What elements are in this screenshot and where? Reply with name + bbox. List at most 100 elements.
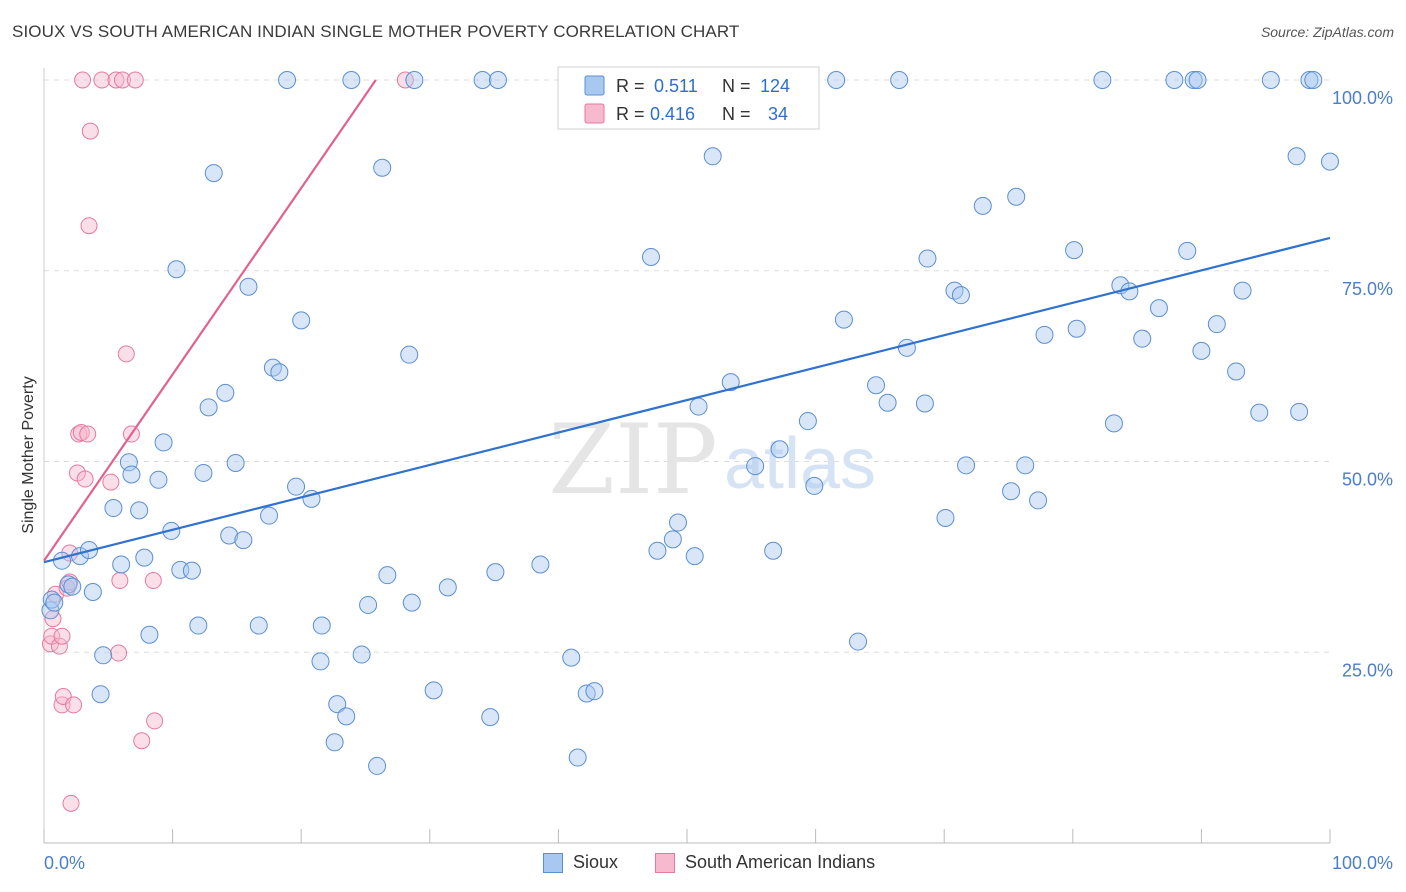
sioux-point-71 — [668, 513, 687, 532]
legend-swatch-sa — [584, 103, 605, 124]
sioux-point-120 — [1290, 402, 1309, 421]
sioux-point-36 — [270, 363, 289, 382]
sioux-point-9 — [94, 646, 113, 665]
sioux-point-16 — [135, 548, 154, 567]
sioux-point-82 — [827, 71, 846, 89]
sa-point-17 — [76, 470, 94, 488]
sioux-points — [41, 71, 1339, 775]
south-american-indians-points — [41, 71, 414, 812]
sioux-point-121 — [1300, 71, 1319, 89]
y-tick-label-3: 100.0% — [1332, 88, 1393, 108]
sioux-point-89 — [915, 394, 934, 413]
sioux-point-41 — [311, 652, 330, 671]
sioux-point-84 — [849, 632, 868, 651]
sioux-point-42 — [312, 616, 331, 635]
sa-point-21 — [93, 71, 111, 89]
sioux-point-87 — [890, 71, 909, 89]
legend-label-sa: South American Indians — [685, 852, 876, 872]
sa-point-18 — [79, 425, 97, 443]
sa-point-29 — [126, 71, 144, 89]
sioux-point-110 — [1178, 241, 1197, 260]
sioux-point-79 — [770, 440, 789, 459]
sa-point-4 — [50, 637, 68, 655]
sa-point-5 — [53, 627, 71, 645]
sa-point-15 — [72, 424, 90, 442]
source-label: Source: ZipAtlas.com — [1260, 24, 1394, 40]
sioux-point-23 — [182, 561, 201, 580]
sioux-point-98 — [1016, 456, 1035, 475]
sioux-point-48 — [359, 595, 378, 614]
sioux-point-114 — [1207, 315, 1226, 334]
tick-labels: 25.0% 50.0% 75.0% 100.0% 0.0% 100.0% — [44, 88, 1393, 873]
sioux-point-2 — [45, 593, 64, 612]
sioux-point-107 — [1133, 329, 1152, 348]
sioux-point-109 — [1165, 71, 1184, 89]
sioux-point-93 — [951, 286, 970, 305]
sa-point-22 — [102, 473, 120, 491]
sioux-point-10 — [91, 685, 110, 704]
axes — [43, 68, 1331, 844]
sioux-point-53 — [402, 593, 421, 612]
sioux-point-3 — [53, 551, 72, 570]
sioux-point-26 — [199, 398, 218, 417]
sioux-point-100 — [1035, 325, 1054, 344]
sa-swatch — [655, 852, 675, 873]
sioux-point-59 — [486, 563, 505, 582]
x-tick-label-0: 0.0% — [44, 853, 85, 873]
sioux-point-43 — [325, 733, 344, 752]
sioux-point-29 — [220, 526, 239, 545]
sa-point-25 — [111, 572, 129, 590]
sioux-point-96 — [1002, 482, 1021, 501]
sioux-point-17 — [140, 625, 159, 644]
sioux-point-70 — [663, 530, 682, 549]
legend-n-value-2: 34 — [768, 104, 788, 124]
sa-trend-line — [43, 79, 377, 562]
sioux-point-5 — [63, 577, 82, 596]
sioux-point-8 — [83, 582, 102, 601]
y-tick-label-0: 25.0% — [1342, 660, 1393, 680]
sioux-point-45 — [337, 707, 356, 726]
sioux-point-99 — [1029, 491, 1048, 510]
sa-point-31 — [144, 572, 162, 590]
sa-point-32 — [146, 712, 164, 730]
sioux-point-28 — [216, 383, 235, 402]
sioux-point-1 — [42, 590, 61, 609]
sioux-point-117 — [1250, 403, 1269, 422]
sioux-point-60 — [488, 71, 507, 89]
sioux-point-14 — [122, 465, 141, 484]
chart-title: SIOUX VS SOUTH AMERICAN INDIAN SINGLE MO… — [12, 22, 740, 41]
sioux-point-81 — [805, 476, 824, 495]
sioux-point-72 — [685, 547, 704, 566]
stats-legend: R = 0.511 N = 124 R = 0.416 N = 34 — [557, 66, 820, 130]
sioux-point-21 — [167, 260, 186, 279]
sioux-point-18 — [149, 470, 168, 489]
sioux-point-46 — [342, 71, 361, 89]
sa-point-11 — [62, 794, 80, 812]
legend-item-sa: South American Indians — [655, 852, 875, 873]
sioux-point-77 — [746, 457, 765, 476]
sioux-point-12 — [112, 555, 131, 574]
bottom-legend: Sioux South American Indians — [0, 850, 1406, 880]
sioux-point-108 — [1149, 299, 1168, 318]
sioux-point-118 — [1261, 71, 1280, 89]
sioux-point-35 — [263, 358, 282, 377]
sioux-point-30 — [226, 454, 245, 473]
sioux-point-119 — [1287, 147, 1306, 166]
trend-lines — [43, 79, 1331, 564]
sioux-point-115 — [1227, 362, 1246, 381]
watermark-zip: ZIP — [548, 404, 717, 516]
sioux-point-33 — [249, 616, 268, 635]
sioux-point-88 — [897, 338, 916, 357]
sioux-point-61 — [531, 555, 550, 574]
sioux-point-111 — [1184, 71, 1203, 89]
sioux-point-75 — [721, 373, 740, 392]
sioux-point-32 — [239, 277, 258, 296]
legend-n-label-2: N = — [722, 104, 751, 124]
legend-r-label-1: R = — [616, 76, 645, 96]
sioux-point-47 — [352, 645, 371, 664]
legend-n-value-1: 124 — [760, 76, 790, 96]
sioux-point-74 — [703, 147, 722, 166]
sioux-point-56 — [438, 578, 457, 597]
sioux-point-94 — [957, 456, 976, 475]
sioux-point-15 — [130, 501, 149, 520]
